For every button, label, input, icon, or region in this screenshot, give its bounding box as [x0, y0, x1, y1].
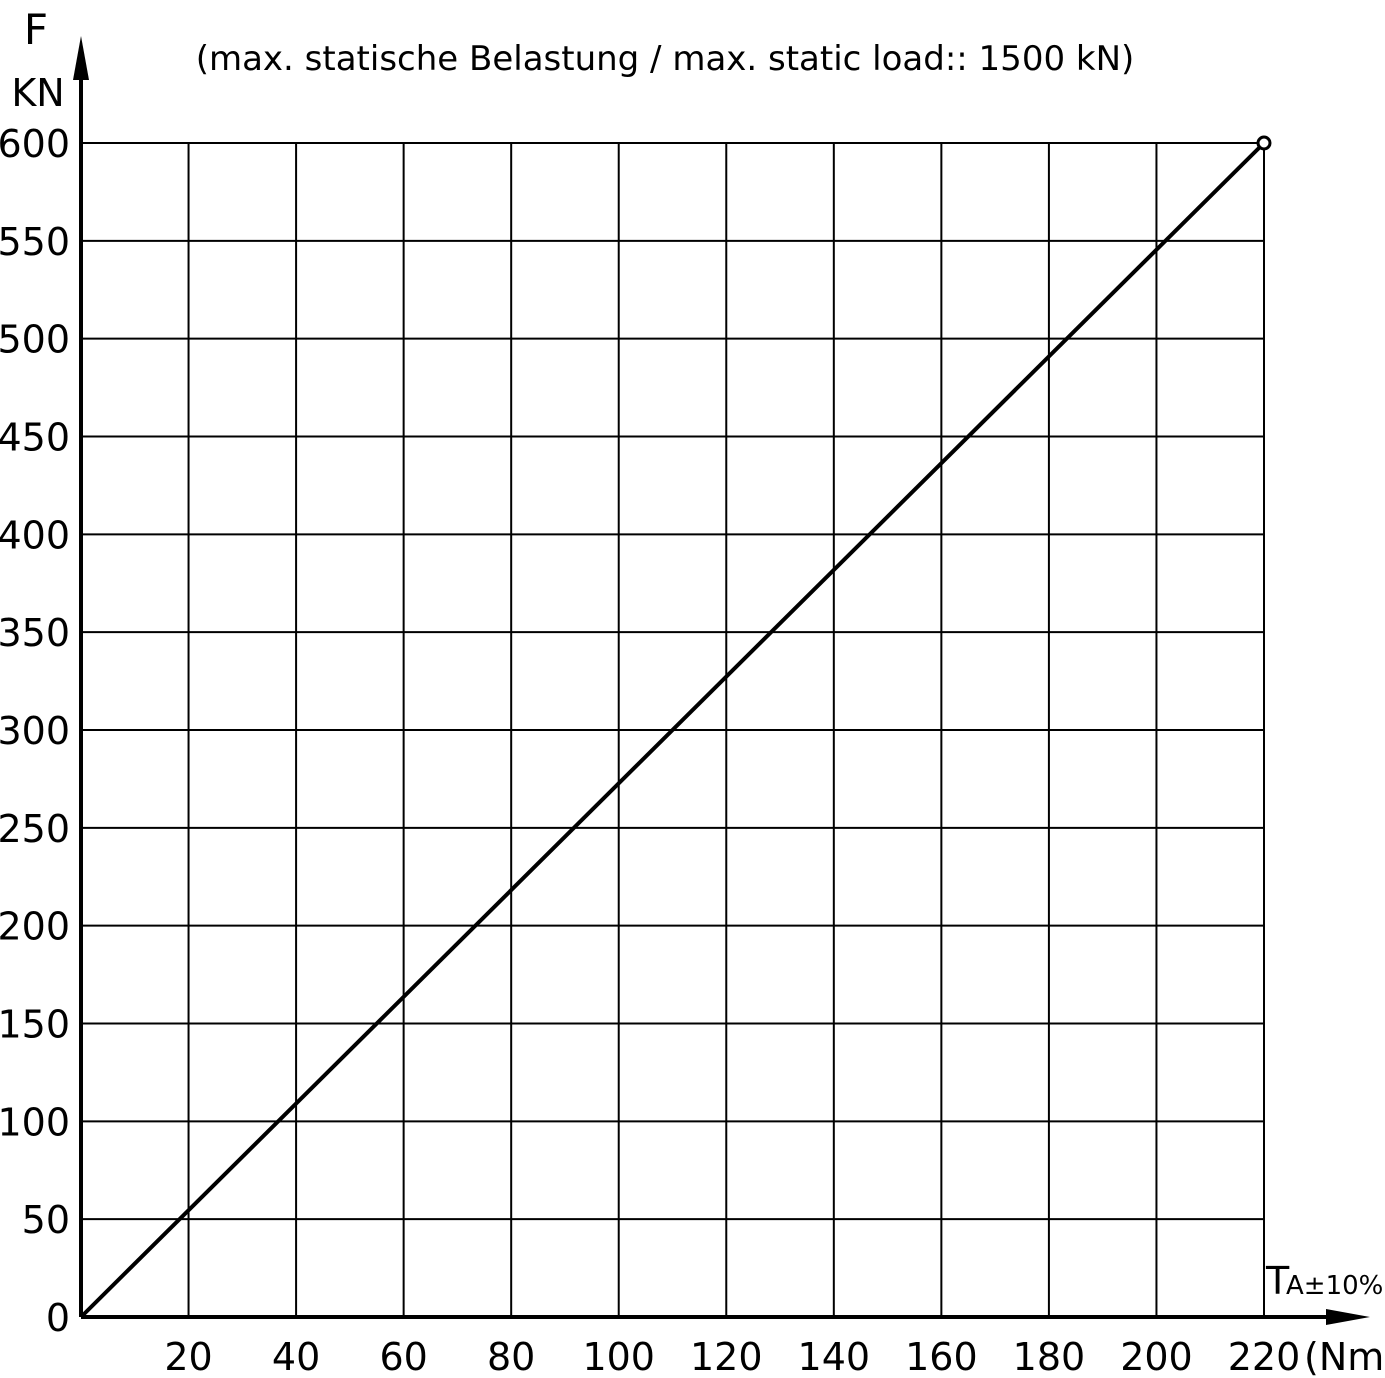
y-tick-label-300: 300	[0, 709, 70, 753]
x-tick-label-200: 200	[1120, 1335, 1193, 1378]
y-tick-label-600: 600	[0, 122, 70, 166]
x-tick-label-20: 20	[164, 1335, 212, 1378]
x-tick-label-100: 100	[582, 1335, 655, 1378]
y-axis-arrow	[73, 36, 89, 80]
axes	[73, 36, 1370, 1325]
series	[79, 135, 1272, 1319]
x-axis-unit: (Nm)	[1304, 1335, 1385, 1378]
y-tick-label-400: 400	[0, 513, 70, 557]
x-axis-title-sub: A±10%	[1286, 1271, 1383, 1301]
y-tick-label-350: 350	[0, 611, 70, 655]
x-axis-arrow	[1326, 1309, 1370, 1325]
x-tick-label-140: 140	[798, 1335, 871, 1378]
x-axis-title: T	[1265, 1259, 1290, 1303]
y-tick-label-200: 200	[0, 905, 70, 949]
end-point-marker	[1256, 135, 1272, 151]
y-axis-title: F	[24, 5, 48, 54]
tick-labels: 0 50 100 150 200 250 300 350 400 450 500 550 600 20 40…	[0, 122, 1300, 1378]
y-tick-label-550: 550	[0, 220, 70, 264]
x-tick-label-160: 160	[905, 1335, 978, 1378]
y-tick-label-250: 250	[0, 807, 70, 851]
x-tick-label-60: 60	[379, 1335, 427, 1378]
x-tick-label-220: 220	[1228, 1335, 1301, 1378]
chart-title: (max. statische Belastung / max. static …	[196, 39, 1135, 79]
y-tick-label-500: 500	[0, 318, 70, 362]
y-tick-label-0: 0	[46, 1296, 70, 1340]
y-tick-label-450: 450	[0, 416, 70, 460]
y-tick-label-150: 150	[0, 1003, 70, 1047]
x-tick-label-120: 120	[690, 1335, 763, 1378]
x-tick-label-80: 80	[487, 1335, 535, 1378]
y-axis-unit: KN	[11, 71, 64, 115]
x-tick-label-40: 40	[272, 1335, 320, 1378]
x-tick-label-180: 180	[1013, 1335, 1086, 1378]
y-tick-label-50: 50	[22, 1198, 70, 1242]
series-line-0	[79, 141, 1266, 1319]
grid	[81, 142, 1265, 1317]
y-tick-label-100: 100	[0, 1100, 70, 1144]
